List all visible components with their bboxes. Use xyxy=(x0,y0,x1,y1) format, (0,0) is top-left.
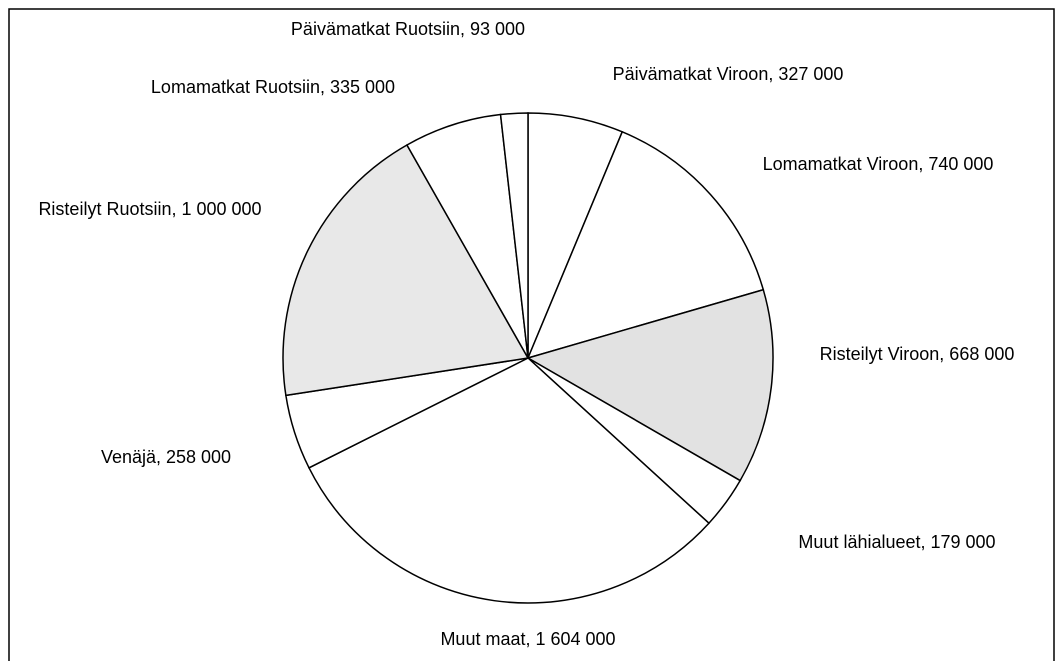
slice-label: Venäjä, 258 000 xyxy=(101,447,231,467)
slice-label: Lomamatkat Ruotsiin, 335 000 xyxy=(151,77,395,97)
slice-label: Päivämatkat Viroon, 327 000 xyxy=(613,64,844,84)
slice-label: Päivämatkat Ruotsiin, 93 000 xyxy=(291,19,525,39)
pie-slice xyxy=(526,130,765,360)
slice-label: Muut maat, 1 604 000 xyxy=(440,629,615,649)
slice-label: Risteilyt Viroon, 668 000 xyxy=(820,344,1015,364)
pie-slice xyxy=(499,112,529,359)
frame xyxy=(8,8,1055,661)
slice-label: Lomamatkat Viroon, 740 000 xyxy=(763,154,994,174)
pie-slice xyxy=(282,143,530,397)
pie-slice xyxy=(526,288,774,482)
pie-slice xyxy=(307,357,710,604)
slice-label: Risteilyt Ruotsiin, 1 000 000 xyxy=(38,199,261,219)
slice-label: Muut lähialueet, 179 000 xyxy=(798,532,995,552)
